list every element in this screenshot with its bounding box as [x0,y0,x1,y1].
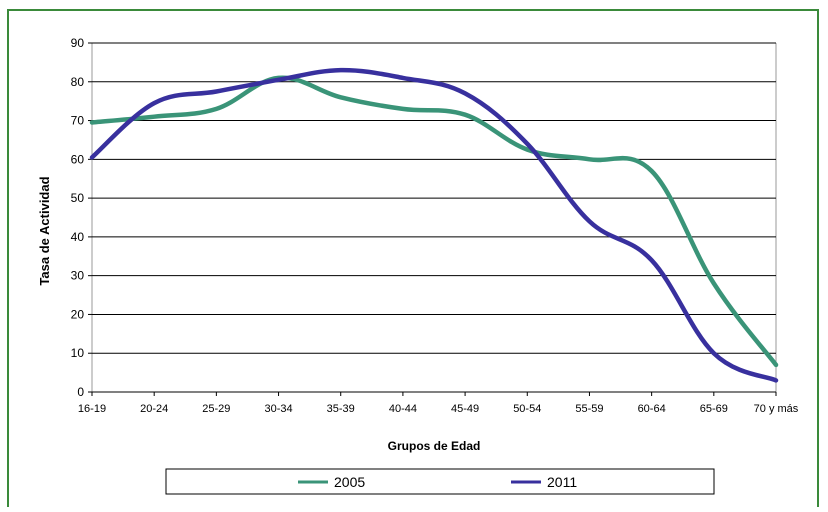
x-tick-label: 45-49 [451,403,479,415]
legend-label-2005: 2005 [334,474,365,490]
x-axis: 16-19 20-24 25-29 30-34 35-39 40-44 45-49 50-54… [78,392,799,415]
series-layer [92,70,776,380]
y-tick-label: 10 [71,346,85,360]
y-tick-label: 60 [71,152,85,166]
series-line-2011 [92,70,776,380]
y-tick-label: 90 [71,36,85,50]
y-tick-label: 80 [71,75,85,89]
x-tick-label: 16-19 [78,403,106,415]
y-tick-label: 70 [71,114,85,128]
y-tick-label: 30 [71,269,85,283]
legend-box [166,469,714,494]
x-tick-label: 25-29 [202,403,230,415]
y-tick-label: 50 [71,191,85,205]
x-axis-title: Grupos de Edad [388,439,481,453]
x-tick-label: 20-24 [140,403,168,415]
y-tick-label: 20 [71,307,85,321]
x-tick-label: 50-54 [513,403,541,415]
x-tick-label: 35-39 [327,403,355,415]
x-tick-label: 70 y más [754,403,799,415]
legend-label-2011: 2011 [547,474,577,490]
legend: 2005 2011 [166,469,714,494]
x-tick-label: 55-59 [575,403,603,415]
outer-frame [8,10,818,507]
x-tick-label: 30-34 [264,403,292,415]
y-tick-label: 40 [71,230,85,244]
y-axis: 0 10 20 30 40 50 60 70 80 90 [71,36,92,399]
x-tick-label: 60-64 [638,403,666,415]
y-tick-label: 0 [77,385,84,399]
y-axis-title: Tasa de Actividad [37,176,52,285]
x-tick-label: 65-69 [700,403,728,415]
x-tick-label: 40-44 [389,403,417,415]
